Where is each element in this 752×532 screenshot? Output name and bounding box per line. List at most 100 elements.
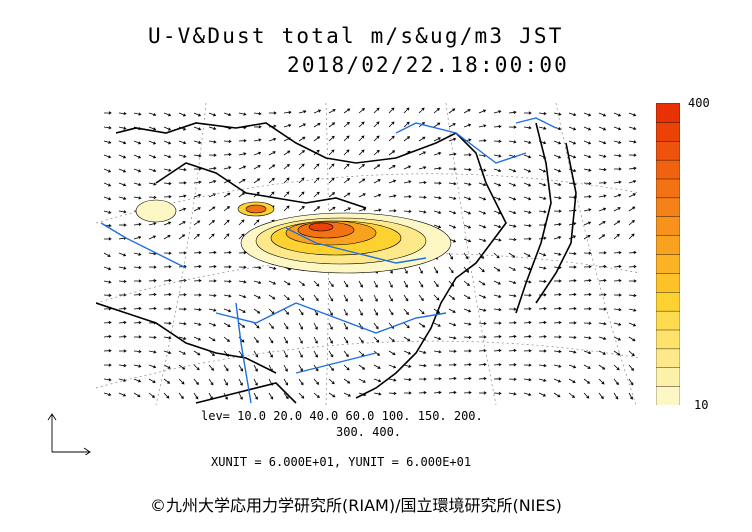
wind-arrow xyxy=(508,224,517,228)
wind-arrow xyxy=(583,336,592,340)
wind-arrow xyxy=(553,378,562,383)
wind-arrow xyxy=(433,377,442,381)
wind-arrow xyxy=(163,336,172,340)
wind-arrow xyxy=(628,233,635,240)
wind-arrow xyxy=(538,335,547,339)
wind-arrow xyxy=(283,350,288,358)
wind-arrow xyxy=(103,237,112,241)
wind-arrow xyxy=(193,180,202,184)
wind-arrow xyxy=(418,195,427,199)
wind-arrow xyxy=(553,320,562,325)
wind-arrow xyxy=(178,207,187,212)
wind-arrow xyxy=(388,135,395,142)
wind-arrow xyxy=(568,364,577,369)
wind-arrow xyxy=(628,336,636,342)
wind-arrow xyxy=(133,320,142,325)
wind-arrow xyxy=(448,308,456,313)
wind-arrow xyxy=(388,391,397,396)
wind-arrow xyxy=(613,293,622,297)
wind-arrow xyxy=(283,110,292,114)
wind-arrow xyxy=(568,140,577,145)
wind-arrow xyxy=(343,178,350,184)
wind-arrow xyxy=(208,219,215,226)
wind-arrow xyxy=(208,233,215,240)
wind-arrow xyxy=(538,126,547,130)
wind-arrow xyxy=(118,168,127,173)
wind-arrow xyxy=(208,308,217,312)
wind-arrow xyxy=(163,126,172,131)
wind-arrow xyxy=(553,252,562,256)
wind-arrow xyxy=(403,209,412,214)
wind-arrow xyxy=(418,322,426,328)
wind-arrow xyxy=(103,210,112,214)
wind-arrow xyxy=(418,266,423,274)
wind-arrow xyxy=(433,210,442,214)
wind-arrow xyxy=(388,350,396,356)
wind-arrow xyxy=(163,392,170,399)
wind-arrow xyxy=(223,308,232,313)
wind-arrow xyxy=(493,362,502,367)
wind-arrow xyxy=(388,165,396,170)
wind-arrow xyxy=(298,392,305,399)
wind-arrow xyxy=(478,124,487,128)
wind-arrow xyxy=(478,182,487,187)
wind-arrow xyxy=(613,140,622,144)
wind-arrow xyxy=(283,177,290,184)
wind-arrow xyxy=(463,349,472,353)
wind-arrow xyxy=(523,237,532,241)
wind-arrow xyxy=(193,233,200,240)
wind-arrow xyxy=(238,378,243,386)
wind-arrow xyxy=(538,279,547,284)
wind-arrow xyxy=(118,335,127,339)
wind-arrow xyxy=(343,336,349,344)
wind-arrow xyxy=(223,364,229,372)
wind-arrow xyxy=(148,235,157,240)
wind-arrow xyxy=(163,278,172,283)
wind-arrow xyxy=(598,221,606,226)
wind-arrow xyxy=(148,168,157,173)
wind-arrow xyxy=(103,392,112,396)
wind-arrow xyxy=(493,266,501,272)
wind-arrow xyxy=(538,320,547,325)
wind-arrow xyxy=(163,292,172,297)
wind-arrow xyxy=(598,207,607,212)
wind-arrow xyxy=(148,222,157,226)
wind-arrow xyxy=(418,280,424,288)
wind-arrow xyxy=(598,194,607,198)
wind-arrow xyxy=(508,168,517,173)
wind-arrow xyxy=(598,234,606,240)
wind-arrow xyxy=(193,126,202,131)
wind-arrow xyxy=(568,350,577,354)
wind-arrow xyxy=(238,139,247,143)
wind-arrow xyxy=(313,392,320,399)
wind-arrow xyxy=(478,362,487,367)
wind-arrow xyxy=(103,196,112,201)
wind-arrow xyxy=(283,150,291,156)
wind-arrow xyxy=(463,362,472,367)
wind-arrow xyxy=(148,335,157,339)
wind-arrow xyxy=(178,336,187,341)
wind-arrow xyxy=(523,392,532,397)
wind-arrow xyxy=(628,219,635,226)
wind-arrow xyxy=(403,364,412,368)
wind-arrow xyxy=(358,193,366,198)
wind-arrow xyxy=(613,167,622,171)
wind-arrow xyxy=(133,222,142,227)
wind-arrow xyxy=(193,193,202,198)
contour-levels-line2: 300. 400. xyxy=(336,425,402,439)
wind-arrow xyxy=(193,264,202,269)
wind-arrow xyxy=(553,292,562,297)
wind-arrow xyxy=(613,378,619,386)
colorbar-swatch xyxy=(656,159,680,180)
wind-arrow xyxy=(553,392,561,398)
wind-arrow xyxy=(523,320,532,325)
wind-arrow xyxy=(238,294,247,299)
wind-arrow xyxy=(523,363,532,367)
wind-arrow xyxy=(193,350,201,356)
wind-arrow xyxy=(628,126,637,131)
wind-arrow xyxy=(268,177,275,184)
colorbar-swatch xyxy=(656,367,680,387)
wind-arrow xyxy=(628,193,636,198)
wind-arrow xyxy=(358,149,365,156)
wind-arrow xyxy=(313,122,321,128)
